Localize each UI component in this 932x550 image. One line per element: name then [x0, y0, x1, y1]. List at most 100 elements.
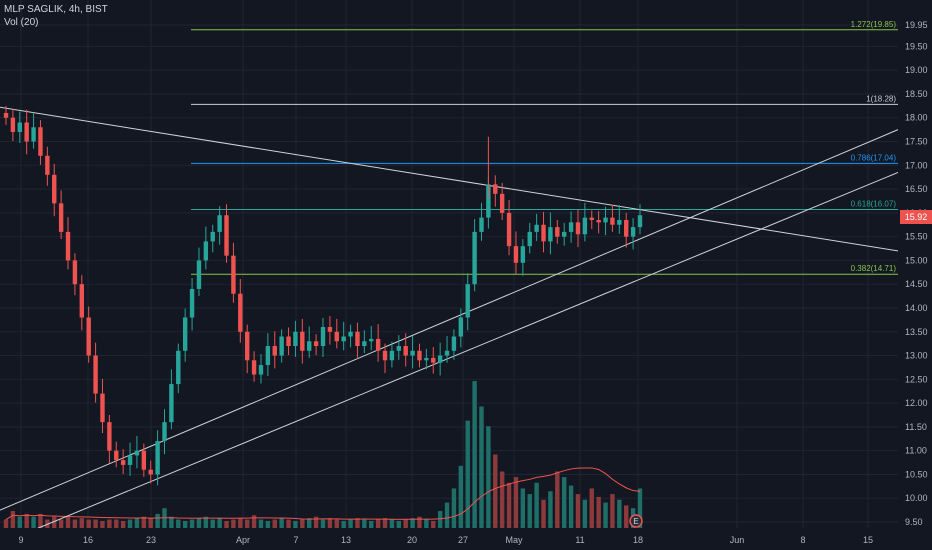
volume-bar [31, 516, 36, 528]
volume-bar [389, 519, 395, 528]
candle-body [582, 217, 588, 235]
fib-level-label: 0.382(14.71) [851, 264, 897, 273]
fib-level-label: 1(18.28) [866, 94, 896, 103]
volume-bar [313, 516, 319, 528]
candle-body [162, 422, 167, 442]
event-marker-label: E [633, 517, 638, 526]
volume-bar [307, 518, 312, 528]
candle-body [141, 450, 147, 470]
candle-body [506, 212, 512, 247]
time-tick-label: 20 [407, 535, 417, 545]
volume-bar [582, 499, 588, 528]
candle-body [79, 284, 85, 318]
event-marker-circle [629, 514, 643, 528]
time-tick-label: 9 [18, 535, 23, 545]
candle-body [369, 338, 374, 342]
time-tick-label: 15 [863, 535, 873, 545]
volume-bar [86, 519, 91, 528]
chart-legend: MLP SAGLIK, 4h, BIST Vol (20) [4, 3, 108, 29]
time-tick-label: 7 [293, 535, 298, 545]
candle-body [107, 422, 112, 451]
candle-body [65, 231, 71, 261]
candle-body [431, 357, 436, 363]
volume-bar [45, 519, 50, 528]
candle-body [630, 227, 636, 237]
volume-bar [265, 520, 271, 528]
volume-bar [472, 381, 477, 528]
volume-bar [548, 491, 553, 528]
fib-level-label: 0.618(16.07) [851, 200, 897, 209]
trendlines[interactable] [0, 106, 899, 532]
volume-bar [58, 519, 64, 528]
candle-body [127, 455, 133, 465]
volume-bar [127, 519, 133, 528]
volume-bar [610, 494, 615, 528]
time-tick-label: 23 [146, 535, 156, 545]
volume-bar [458, 465, 464, 528]
candle-body [548, 227, 553, 242]
fibonacci-levels[interactable]: 1.272(19.85) 1(18.28) 0.786(17.04) 0.618(16… [191, 20, 898, 275]
trendline [0, 129, 899, 511]
volume-bar [251, 515, 257, 528]
candle-body [293, 331, 298, 347]
volume-bar [506, 482, 512, 528]
candle-body [24, 122, 29, 142]
candle-body [217, 215, 222, 232]
candle-body [362, 341, 367, 347]
candle-body [279, 336, 284, 356]
volume-bar [375, 519, 381, 528]
symbol-legend[interactable]: MLP SAGLIK, 4h, BIST [4, 4, 108, 15]
price-tick-label: 13.50 [905, 327, 928, 337]
price-tick-label: 14.50 [905, 279, 928, 289]
volume-bar [369, 520, 374, 528]
candle-body [196, 260, 202, 289]
volume-bar [286, 519, 291, 528]
volume-bar [637, 488, 643, 528]
candle-body [258, 365, 264, 375]
candle-body [617, 219, 622, 225]
candle-body [244, 331, 250, 361]
candle-body [534, 224, 539, 232]
candle-body [300, 331, 305, 351]
candlesticks [3, 105, 643, 486]
fib-level-label: 1.272(19.85) [851, 20, 897, 29]
volume-legend[interactable]: Vol (20) [4, 17, 39, 28]
candle-body [52, 174, 57, 204]
volume-bar [431, 520, 436, 528]
price-tick-label: 17.00 [905, 160, 928, 170]
candle-body [134, 450, 140, 456]
volume-bar [493, 454, 498, 528]
price-axis[interactable]: 19.95 19.50 19.00 18.50 18.00 17.50 17.00 16.50… [898, 0, 932, 550]
volume-bar [561, 477, 567, 528]
volume-bar [293, 520, 298, 528]
candle-body [341, 336, 346, 342]
price-tick-label: 12.50 [905, 374, 928, 384]
candle-body [265, 346, 271, 366]
volume-bar [348, 519, 353, 528]
volume-bar [279, 518, 284, 528]
volume-bar [244, 519, 250, 528]
candle-body [568, 222, 574, 232]
volume-bar [465, 420, 470, 528]
volume-bar [555, 471, 560, 528]
price-tick-label: 13.00 [905, 351, 928, 361]
time-tick-label: 27 [458, 535, 468, 545]
candle-body [307, 341, 312, 351]
candle-body [286, 336, 291, 347]
candle-body [610, 217, 615, 225]
candle-body [410, 350, 415, 356]
volume-bar [176, 519, 181, 528]
candle-body [444, 350, 450, 356]
candle-body [3, 112, 9, 118]
volume-bar [217, 518, 222, 528]
volume-bar [155, 513, 160, 528]
candle-body [17, 122, 22, 133]
volume-bar [79, 518, 85, 528]
earnings-event-marker[interactable]: E [629, 514, 643, 528]
candle-body [541, 224, 546, 242]
time-axis[interactable]: 9 16 23 Apr 7 13 20 27 May 11 18 Jun 8 15 [0, 528, 932, 550]
candle-body [189, 288, 195, 318]
volume-bar [486, 426, 491, 528]
volume-bar [17, 516, 22, 528]
